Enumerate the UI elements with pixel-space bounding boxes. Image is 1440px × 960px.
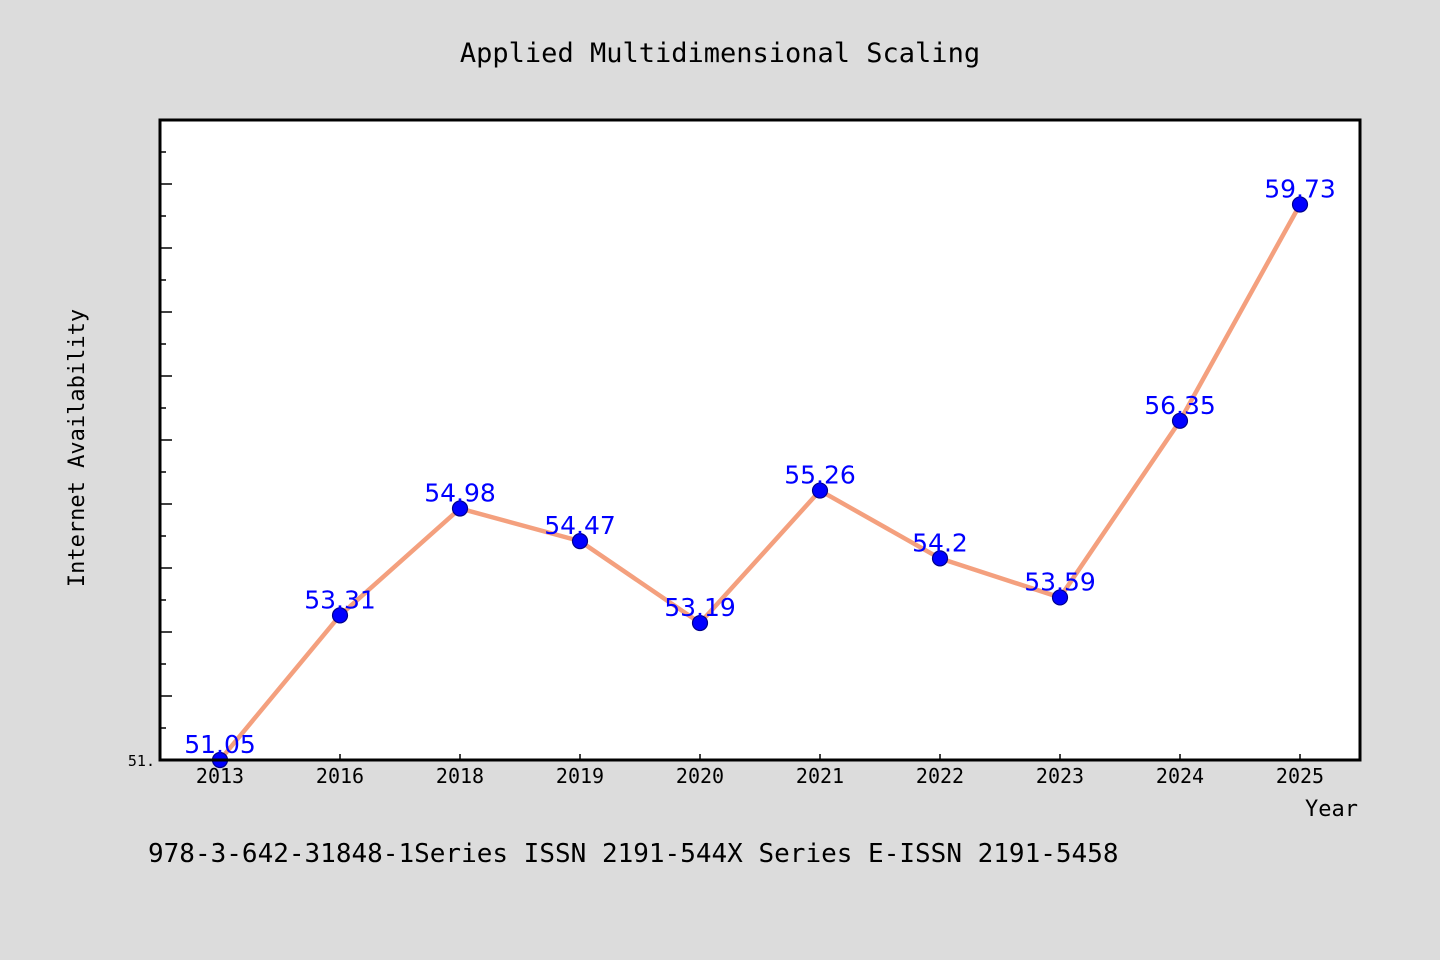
data-labels: 51.05 53.31 54.98 54.47 53.19 55.26 54.2 53.59 5…: [184, 174, 1336, 759]
data-markers: [211, 196, 1309, 769]
series-line-layer: [217, 202, 1303, 763]
x-tick-labels: 2013 2016 2018 2019 2020 2021 2022 2023 2024 2025: [196, 764, 1324, 788]
x-tick-label: 2018: [436, 764, 484, 788]
y-tick-labels: 51.: [128, 752, 155, 770]
data-label: 54.47: [544, 511, 616, 540]
data-point: [811, 482, 829, 499]
x-tick-label: 2013: [196, 764, 244, 788]
data-point: [571, 533, 589, 550]
x-tick-label: 2023: [1036, 764, 1084, 788]
series-line: [217, 202, 1303, 763]
footer-isbn-text: 978-3-642-31848-1Series ISSN 2191-544X S…: [148, 839, 1119, 869]
y-tick-label: 51.: [128, 752, 155, 770]
data-point: [1051, 589, 1069, 606]
data-label: 51.05: [184, 730, 256, 759]
x-tick-label: 2024: [1156, 764, 1204, 788]
x-tick-label: 2016: [316, 764, 364, 788]
y-axis-label: Internet Availability: [65, 309, 90, 587]
chart-title: Applied Multidimensional Scaling: [460, 38, 980, 69]
data-point: [691, 614, 709, 632]
data-label: 54.98: [424, 478, 496, 507]
x-tick-label: 2021: [796, 764, 844, 788]
data-point: [931, 550, 949, 567]
data-label: 53.19: [664, 593, 736, 622]
data-point: [451, 500, 469, 517]
plot-frame: [158, 118, 1362, 762]
x-tick-label: 2019: [556, 764, 604, 788]
data-label: 54.2: [912, 528, 968, 557]
x-tick-label: 2025: [1276, 764, 1324, 788]
data-label: 53.59: [1024, 567, 1096, 596]
x-axis-label: Year: [1305, 797, 1358, 822]
x-tick-label: 2020: [676, 764, 724, 788]
data-label: 56.35: [1144, 391, 1216, 420]
data-label: 53.31: [304, 585, 376, 614]
data-point: [1291, 196, 1309, 213]
data-label: 59.73: [1264, 174, 1336, 203]
data-point: [1171, 412, 1189, 429]
plot-area: [160, 120, 1360, 760]
x-tick-label: 2022: [916, 764, 964, 788]
data-label: 55.26: [784, 461, 856, 490]
data-point: [331, 607, 349, 624]
